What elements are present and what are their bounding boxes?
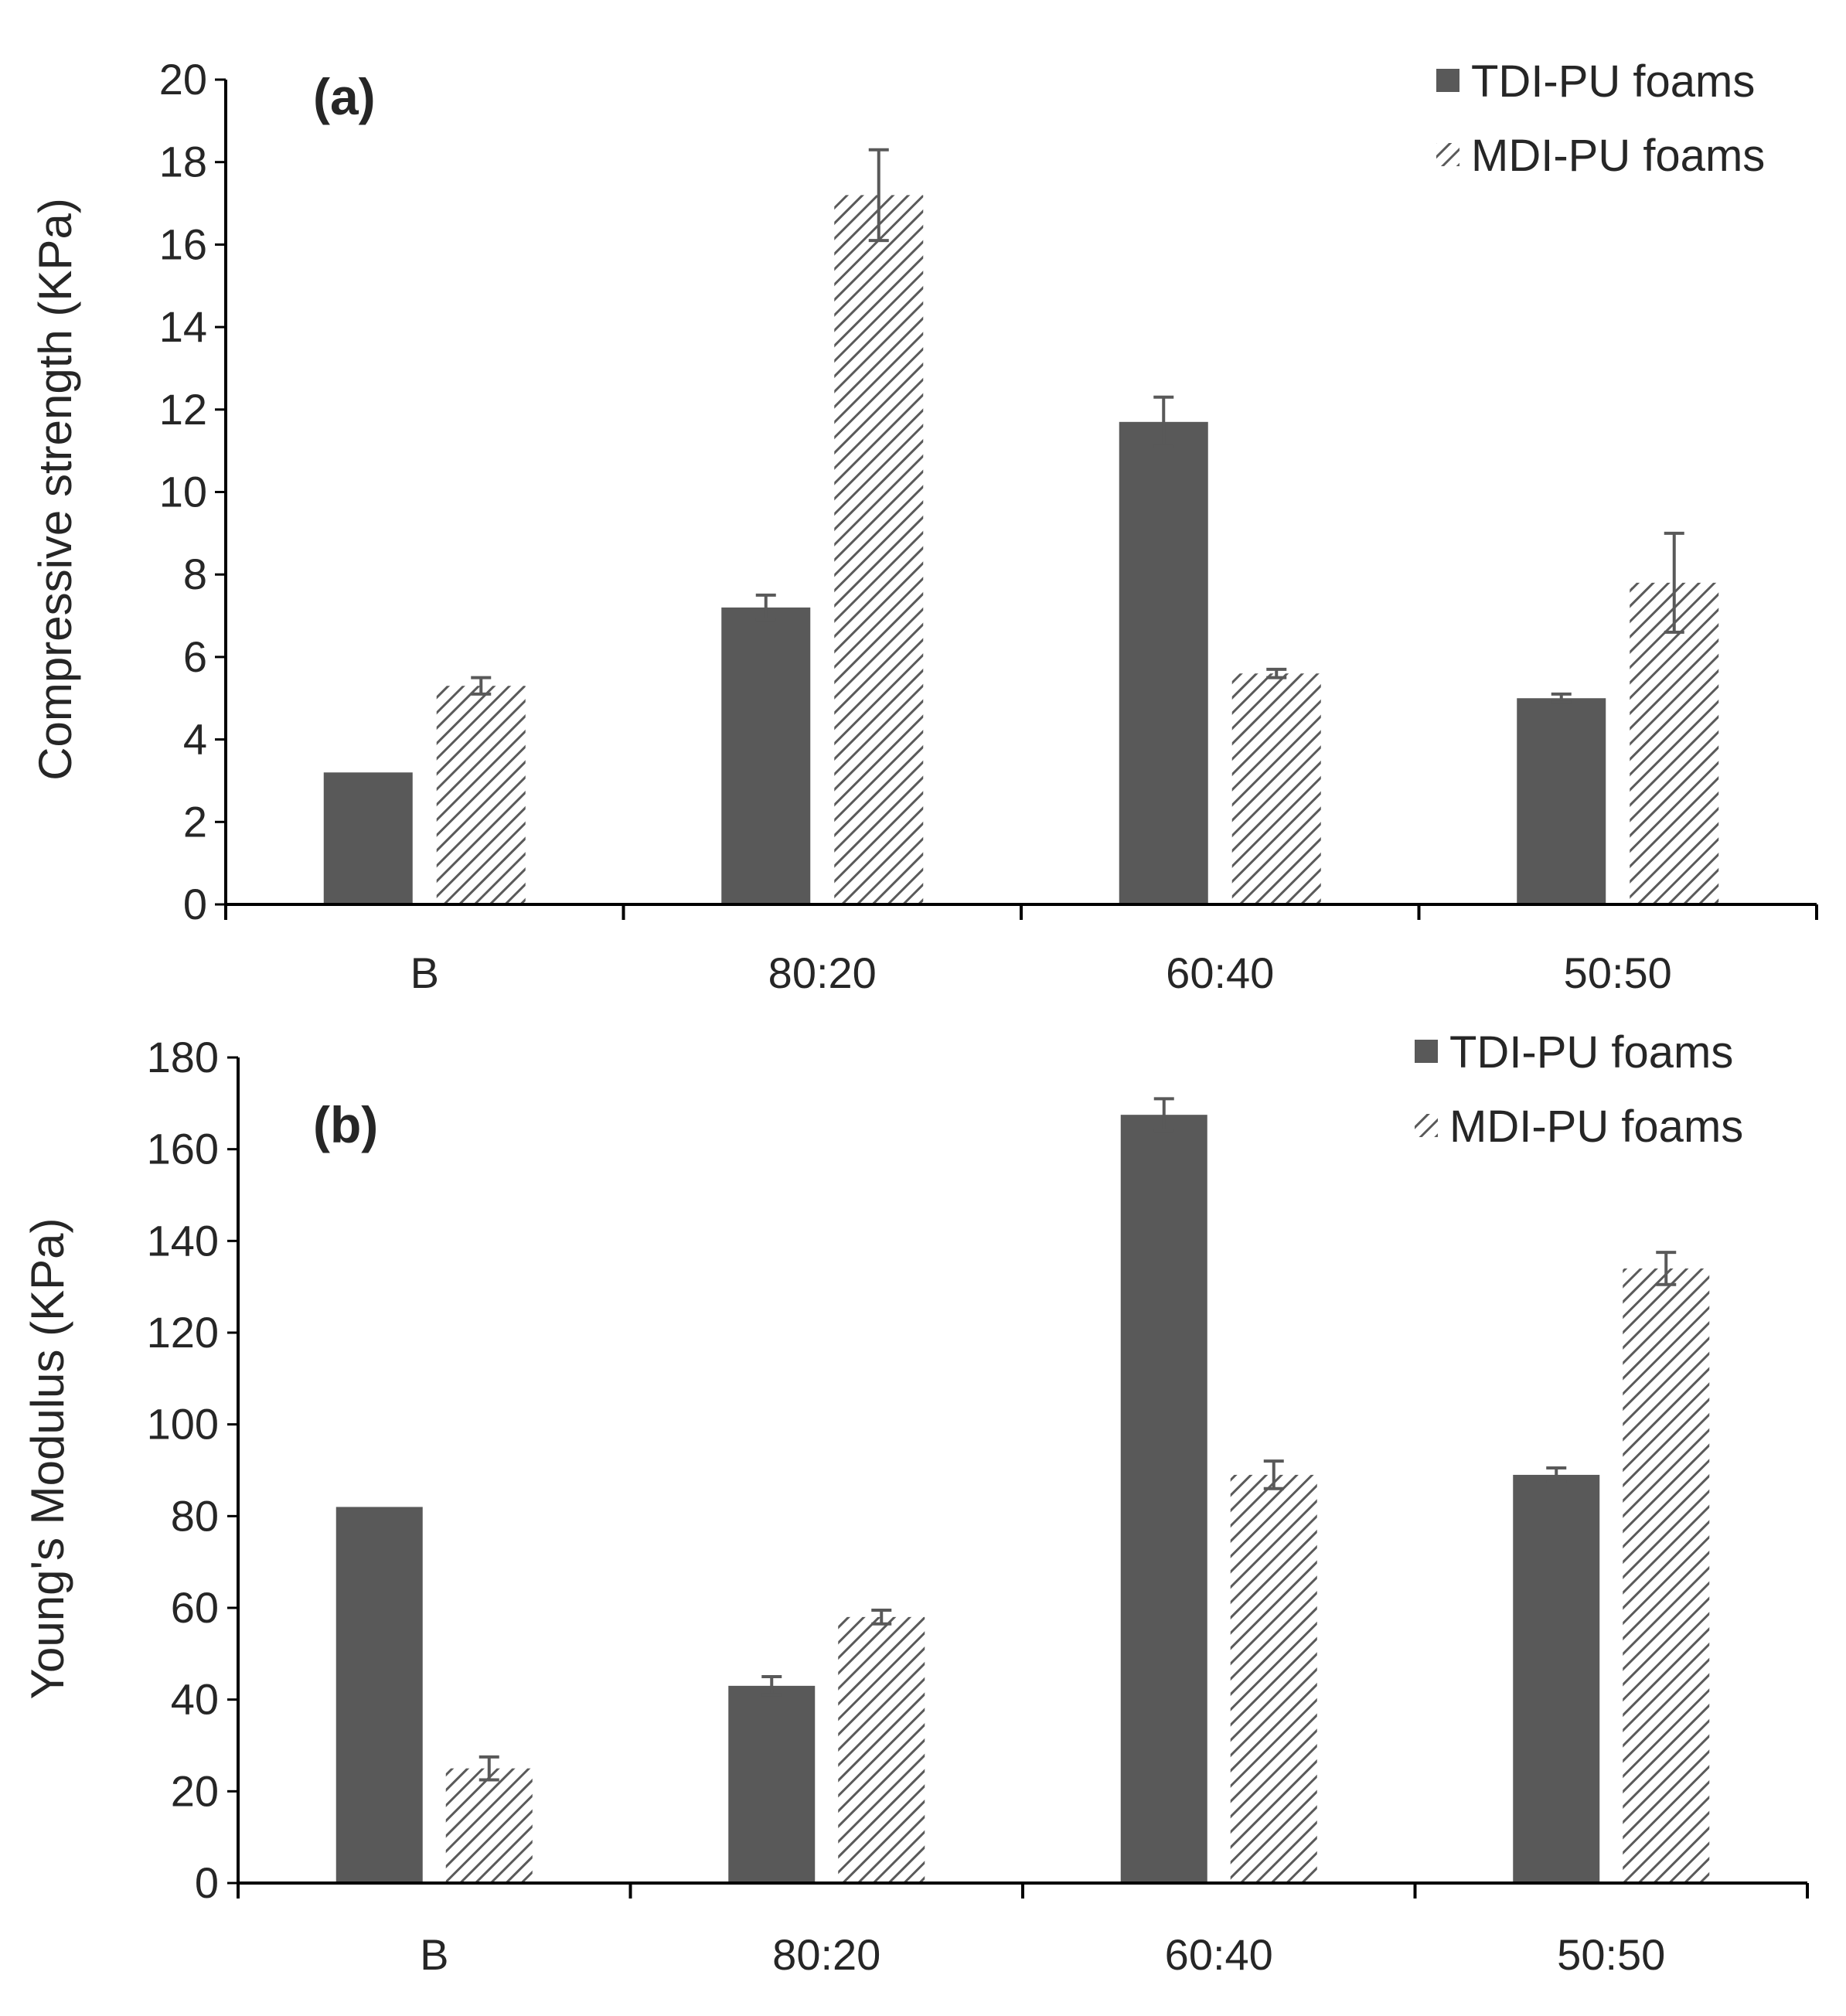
- error-bar: [868, 148, 889, 243]
- x-category-label: 80:20: [768, 948, 877, 997]
- y-tick-label: 140: [147, 1216, 219, 1265]
- legend: TDI-PU foams MDI-PU foams: [1436, 56, 1765, 181]
- y-axis-title: Young's Modulus (KPa): [22, 1218, 73, 1700]
- error-bar: [755, 593, 776, 621]
- bar-tdi-0: [335, 1507, 423, 1883]
- legend-swatch-mdi: [1436, 143, 1459, 166]
- y-tick-label: 20: [171, 1766, 219, 1815]
- bar-tdi-3: [1517, 698, 1606, 904]
- error-bar: [761, 1675, 782, 1697]
- bar-tdi-1: [728, 1685, 816, 1883]
- legend-item-mdi: MDI-PU foams: [1415, 1102, 1743, 1152]
- y-axis-title: Compressive strength (KPa): [29, 198, 81, 781]
- legend-label-mdi: MDI-PU foams: [1471, 131, 1765, 181]
- legend-item-tdi: TDI-PU foams: [1436, 56, 1755, 107]
- y-tick-label: 10: [159, 468, 207, 516]
- legend-swatch-mdi: [1415, 1114, 1438, 1137]
- legend-item-mdi: MDI-PU foams: [1436, 131, 1765, 181]
- x-category-label: B: [410, 948, 439, 997]
- chart-panel-b: (b) Young's Modulus (KPa) TDI-PU foams M…: [22, 1027, 1809, 1979]
- y-tick-label: 40: [171, 1675, 219, 1724]
- error-bar: [1546, 1466, 1567, 1483]
- y-tick-label: 0: [195, 1858, 219, 1907]
- bar-tdi-1: [721, 607, 811, 904]
- y-tick-label: 100: [147, 1400, 219, 1449]
- chart-panel-a: (a) Compressive strength (KPa) TDI-PU fo…: [29, 55, 1818, 997]
- x-category-label: 50:50: [1564, 948, 1672, 997]
- legend-label-mdi: MDI-PU foams: [1449, 1102, 1743, 1152]
- bar-mdi-0: [445, 1768, 533, 1883]
- bar-mdi-2: [1231, 673, 1321, 904]
- bar-mdi-1: [838, 1616, 925, 1883]
- y-tick-label: 160: [147, 1125, 219, 1173]
- error-bar: [479, 1755, 499, 1782]
- x-category-label: 60:40: [1165, 1930, 1273, 1979]
- error-bar: [1153, 395, 1174, 448]
- y-tick-label: 8: [183, 550, 207, 598]
- y-tick-label: 180: [147, 1033, 219, 1081]
- x-category-label: B: [420, 1930, 448, 1979]
- y-tick-label: 80: [171, 1491, 219, 1540]
- y-tick-label: 20: [159, 55, 207, 104]
- y-tick-label: 2: [183, 797, 207, 846]
- error-bar: [1153, 1097, 1174, 1132]
- panel-label: (a): [313, 68, 376, 125]
- legend-swatch-tdi: [1436, 69, 1459, 92]
- error-bar: [871, 1608, 892, 1626]
- y-tick-label: 4: [183, 715, 207, 764]
- plot-area: 0 20 40 60 80 100 120 140 160 180 B 80:20 60:40 50:50: [147, 1033, 1809, 1979]
- legend-item-tdi: TDI-PU foams: [1415, 1027, 1733, 1078]
- y-tick-label: 6: [183, 632, 207, 681]
- bar-mdi-2: [1230, 1474, 1317, 1883]
- bar-tdi-3: [1513, 1474, 1600, 1883]
- bar-mdi-3: [1623, 1268, 1710, 1883]
- bar-mdi-3: [1630, 582, 1719, 904]
- y-tick-label: 60: [171, 1583, 219, 1632]
- y-tick-label: 18: [159, 138, 207, 186]
- error-bar: [1551, 692, 1572, 704]
- legend-swatch-tdi: [1415, 1040, 1438, 1063]
- bar-tdi-2: [1120, 1115, 1207, 1883]
- error-bar: [471, 676, 492, 696]
- error-bar: [1263, 1459, 1284, 1490]
- error-bar: [1266, 667, 1287, 679]
- legend: TDI-PU foams MDI-PU foams: [1415, 1027, 1743, 1152]
- plot-area: 0 2 4 6 8 10 12 14 16 18 20 B 80:20 60:40 50:50: [159, 55, 1818, 997]
- error-bar: [1664, 531, 1684, 634]
- bar-tdi-2: [1119, 421, 1208, 904]
- y-tick-label: 0: [183, 880, 207, 928]
- y-tick-label: 14: [159, 302, 207, 351]
- legend-label-tdi: TDI-PU foams: [1449, 1027, 1733, 1078]
- bar-mdi-0: [436, 686, 526, 904]
- x-category-label: 80:20: [772, 1930, 880, 1979]
- x-category-label: 50:50: [1557, 1930, 1665, 1979]
- y-tick-label: 16: [159, 220, 207, 268]
- y-tick-label: 12: [159, 385, 207, 434]
- error-bar: [1656, 1251, 1677, 1286]
- x-category-label: 60:40: [1166, 948, 1274, 997]
- y-tick-label: 120: [147, 1308, 219, 1357]
- legend-label-tdi: TDI-PU foams: [1471, 56, 1755, 107]
- bar-tdi-0: [323, 772, 413, 904]
- bar-mdi-1: [834, 195, 924, 904]
- panel-label: (b): [313, 1096, 378, 1153]
